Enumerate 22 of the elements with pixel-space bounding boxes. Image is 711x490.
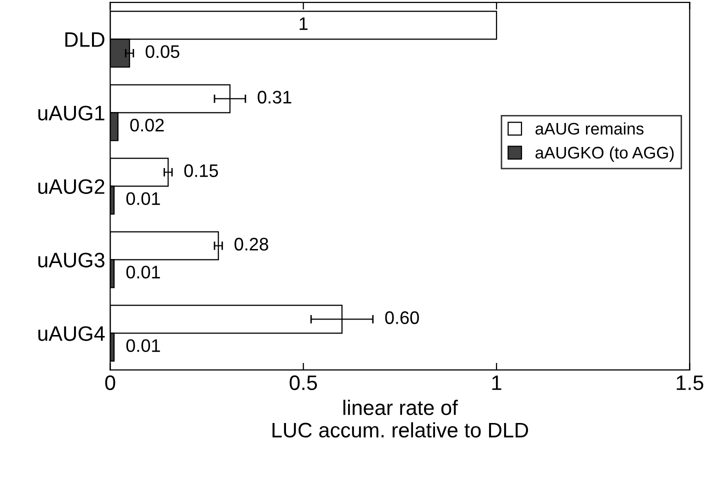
data-label: 0.01 [126, 192, 160, 206]
y-tick-label: uAUG4 [38, 326, 105, 341]
x-tick-label: 1.5 [676, 376, 704, 390]
x-axis-title: linear rate of LUC accum. relative to DLD [272, 400, 528, 438]
data-label: 0.01 [126, 339, 160, 352]
y-tick-label: uAUG2 [38, 179, 104, 194]
data-label: 0.28 [234, 238, 268, 251]
data-label: 0.01 [126, 266, 160, 279]
data-label: 0.31 [258, 90, 292, 104]
y-tick-label: uAUG1 [38, 106, 104, 120]
legend-label: aAUGKO (to AGG) [536, 146, 674, 162]
y-tick-label: uAUG3 [38, 252, 104, 268]
y-tick-label: DLD [65, 32, 104, 47]
x-tick-label: 0 [105, 375, 116, 390]
x-tick-label: 0.5 [290, 375, 317, 390]
legend-label: aAUG remains [536, 122, 644, 135]
data-label: 0.02 [130, 118, 164, 132]
data-label: 1 [300, 17, 308, 30]
x-tick-label: 1 [492, 376, 502, 390]
data-label: 0.60 [385, 311, 419, 324]
data-label: 0.05 [146, 45, 180, 58]
data-label: 0.15 [184, 164, 218, 178]
